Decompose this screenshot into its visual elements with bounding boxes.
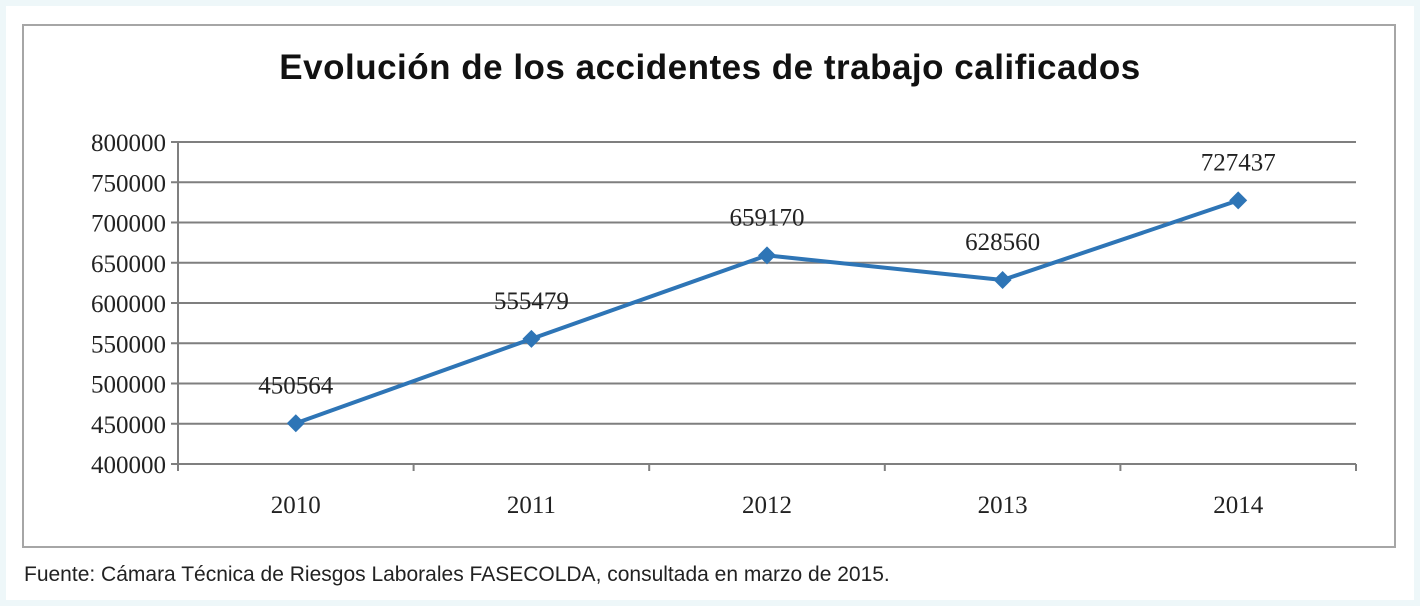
y-tick-label: 650000 (91, 251, 166, 278)
y-tick-label: 700000 (91, 211, 166, 238)
x-tick-label: 2014 (1213, 492, 1264, 519)
axes (171, 141, 1357, 471)
chart-frame (22, 24, 1396, 548)
data-point (286, 414, 305, 433)
x-tick-labels: 2010 2011 2012 2013 2014 (271, 492, 1264, 519)
chart-title: Evolución de los accidentes de trabajo c… (279, 48, 1141, 87)
x-tick-label: 2010 (271, 492, 321, 519)
y-tick-label: 600000 (91, 291, 166, 318)
data-point (522, 329, 541, 348)
x-tick-label: 2012 (742, 492, 792, 519)
y-tick-label: 800000 (91, 130, 166, 157)
x-tick-label: 2013 (978, 492, 1028, 519)
x-tick-label: 2011 (507, 492, 556, 519)
data-label: 628560 (965, 229, 1040, 256)
data-labels: 450564 555479 659170 628560 727437 (258, 149, 1275, 399)
y-tick-label: 500000 (91, 372, 166, 399)
y-tick-label: 750000 (91, 170, 166, 197)
y-tick-label: 550000 (91, 331, 166, 358)
data-point (1229, 191, 1248, 210)
source-note: Fuente: Cámara Técnica de Riesgos Labora… (24, 563, 890, 586)
data-label: 555479 (494, 288, 569, 315)
series-lines (293, 198, 1241, 426)
data-point (993, 271, 1012, 290)
y-tick-label: 450000 (91, 412, 166, 439)
data-markers (286, 191, 1248, 433)
y-tick-label: 400000 (91, 452, 166, 479)
gridlines (178, 141, 1356, 425)
data-label: 659170 (730, 204, 805, 231)
series-line (293, 198, 1241, 426)
data-point (758, 246, 776, 265)
data-label: 727437 (1201, 149, 1276, 176)
y-tick-labels: 400000 450000 500000 550000 600000 650000 7000… (91, 130, 166, 479)
data-label: 450564 (258, 372, 334, 399)
